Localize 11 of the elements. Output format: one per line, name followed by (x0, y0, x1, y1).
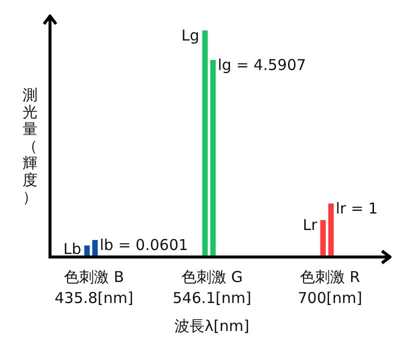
y-axis-title: 測光量（輝度） (22, 86, 38, 206)
x-axis-title: 波長λ[nm] (174, 317, 250, 335)
annotation: lb = 0.0601 (100, 236, 188, 254)
x-tick-label: 色刺激 G 546.1[nm] (172, 268, 252, 307)
x-tick-label: 色刺激 B 435.8[nm] (54, 268, 134, 307)
annotation: Lr (302, 216, 318, 234)
annotation: lg = 4.5907 (218, 56, 306, 74)
annotation: Lb (63, 240, 82, 258)
annotation: Lg (181, 26, 200, 44)
annotation: lr = 1 (336, 200, 378, 218)
x-tick-label: 色刺激 R 700[nm] (298, 268, 362, 307)
